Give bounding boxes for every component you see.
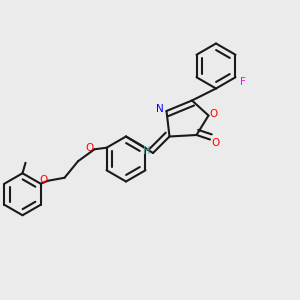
Text: H: H — [143, 146, 151, 156]
Text: O: O — [39, 175, 47, 185]
Text: F: F — [240, 77, 246, 87]
Text: O: O — [85, 143, 94, 153]
Text: O: O — [209, 109, 218, 119]
Text: O: O — [211, 137, 220, 148]
Text: N: N — [156, 104, 164, 115]
